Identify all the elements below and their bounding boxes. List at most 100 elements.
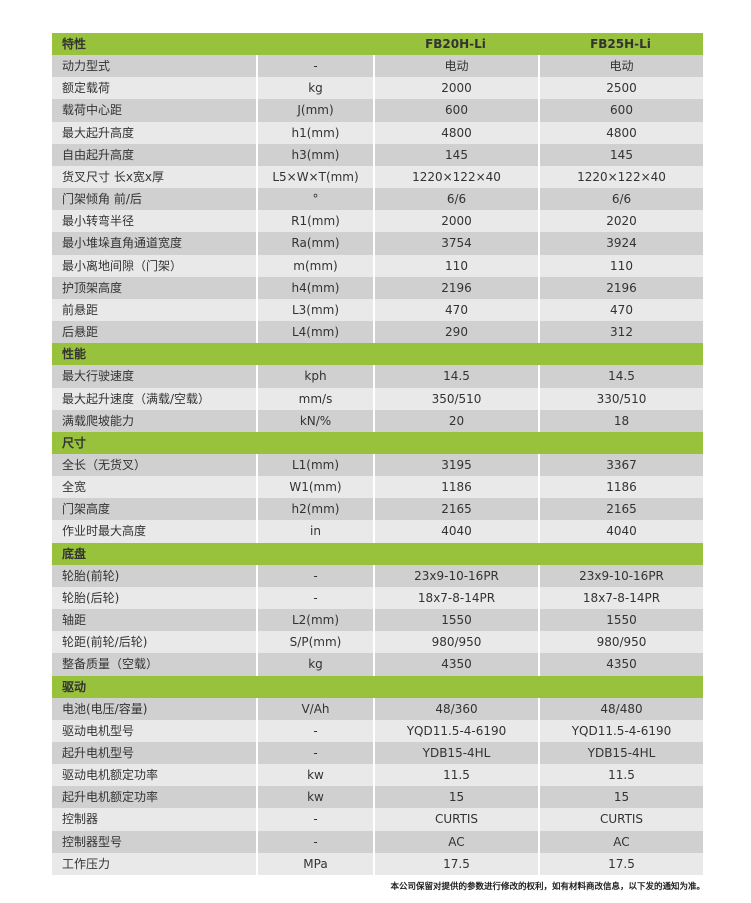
spec-name: 最小转弯半径 — [62, 214, 135, 229]
spec-value-fb20h: 48/360 — [373, 697, 538, 720]
spec-unit: in — [256, 520, 373, 543]
spec-table: 特性 FB20H-Li FB25H-Li 动力型式 - 电动 电动 额定载荷 kg 2000 250… — [52, 33, 703, 875]
spec-value-fb20h: 2000 — [373, 210, 538, 233]
spec-unit: ° — [256, 188, 373, 211]
spec-value-fb20h: 4350 — [373, 653, 538, 676]
table-row: 工作压力 MPa 17.5 17.5 — [52, 852, 703, 875]
section-spacer — [256, 343, 373, 365]
section-spacer — [256, 676, 373, 698]
section-title: 特性 — [62, 37, 87, 51]
spec-name: 后悬距 — [62, 325, 99, 340]
spec-value-fb25h: 2020 — [538, 210, 703, 233]
table-row: 全长（无货叉） L1(mm) 3195 3367 — [52, 453, 703, 477]
table-row: 电池(电压/容量) V/Ah 48/360 48/480 — [52, 697, 703, 720]
spec-name: 电池(电压/容量) — [62, 701, 148, 716]
spec-value-fb20h: 17.5 — [373, 852, 538, 875]
spec-value-fb25h: 1220×122×40 — [538, 165, 703, 189]
spec-value-fb25h: AC — [538, 830, 703, 853]
table-row: 护顶架高度 h4(mm) 2196 2196 — [52, 276, 703, 299]
table-row: 自由起升高度 h3(mm) 145 145 — [52, 143, 703, 166]
table-row: 驱动电机型号 - YQD11.5-4-6190 YQD11.5-4-6190 — [52, 719, 703, 742]
spec-value-fb20h: 4040 — [373, 520, 538, 543]
table-row: 最大起升速度（满载/空载） mm/s 350/510 330/510 — [52, 387, 703, 410]
spec-value-fb25h: 4800 — [538, 121, 703, 144]
spec-name: 控制器型号 — [62, 834, 123, 849]
table-row: 全宽 W1(mm) 1186 1186 — [52, 476, 703, 499]
table-row: 轮胎(前轮) -23x9-10-16PR 23x9-10-16PR — [52, 564, 703, 587]
table-row: 货叉尺寸 长x宽x厚 L5×W×T(mm) 1220×122×40 1220×122×… — [52, 165, 703, 189]
spec-unit: mm/s — [256, 387, 373, 410]
spec-unit: kg — [256, 653, 373, 676]
spec-value-fb20h: 1186 — [373, 476, 538, 499]
spec-name: 自由起升高度 — [62, 147, 135, 162]
section-spacer — [538, 432, 703, 454]
spec-name: 轮距(前轮/后轮) — [62, 635, 148, 650]
spec-value-fb25h: 18 — [538, 409, 703, 432]
spec-value-fb20h: 980/950 — [373, 631, 538, 654]
spec-value-fb25h: 15 — [538, 786, 703, 809]
spec-value-fb25h: 110 — [538, 254, 703, 277]
spec-value-fb20h: 1220×122×40 — [373, 165, 538, 189]
section-spacer — [538, 543, 703, 565]
table-row: 最大行驶速度 kph 14.5 14.5 — [52, 365, 703, 388]
spec-unit: h1(mm) — [256, 121, 373, 144]
spec-value-fb20h: 20 — [373, 409, 538, 432]
section-spacer — [256, 33, 373, 55]
table-row: 动力型式 - 电动 电动 — [52, 55, 703, 78]
spec-name: 起升电机额定功率 — [62, 790, 159, 805]
spec-value-fb20h: 110 — [373, 254, 538, 277]
table-row: 轴距 L2(mm) 1550 1550 — [52, 609, 703, 632]
spec-unit: - — [256, 55, 373, 78]
spec-value-fb25h: 3924 — [538, 232, 703, 255]
spec-value-fb25h: 1550 — [538, 609, 703, 632]
spec-unit: L4(mm) — [256, 321, 373, 344]
spec-name: 轴距 — [62, 613, 87, 628]
table-row: 最大起升高度 h1(mm) 4800 4800 — [52, 121, 703, 144]
spec-name: 全宽 — [62, 480, 87, 495]
spec-name: 驱动电机型号 — [62, 723, 135, 738]
spec-value-fb20h: 4800 — [373, 121, 538, 144]
spec-value-fb20h: 18x7-8-14PR — [373, 586, 538, 610]
spec-unit: kg — [256, 77, 373, 100]
table-row: 门架高度 h2(mm) 2165 2165 — [52, 498, 703, 521]
spec-unit: J(mm) — [256, 99, 373, 122]
spec-value-fb25h: 18x7-8-14PR — [538, 586, 703, 610]
spec-name: 门架高度 — [62, 502, 111, 517]
section-title: 尺寸 — [62, 435, 87, 450]
table-row: 整备质量（空载） kg 4350 4350 — [52, 653, 703, 676]
spec-value-fb25h: YDB15-4HL — [538, 742, 703, 765]
spec-name: 最大起升高度 — [62, 125, 135, 140]
section-header: 底盘 — [52, 542, 703, 565]
section-header: 尺寸 — [52, 431, 703, 454]
spec-name: 护顶架高度 — [62, 280, 123, 295]
spec-name: 最小堆垛直角通道宽度 — [62, 236, 183, 251]
spec-unit: R1(mm) — [256, 210, 373, 233]
spec-value-fb20h: 2000 — [373, 77, 538, 100]
spec-unit: - — [256, 564, 373, 587]
spec-unit: kph — [256, 365, 373, 388]
spec-value-fb25h: 电动 — [538, 55, 703, 78]
table-row: 控制器 - CURTIS CURTIS — [52, 808, 703, 831]
spec-unit: S/P(mm) — [256, 631, 373, 654]
section-spacer — [373, 543, 538, 565]
spec-value-fb20h: CURTIS — [373, 808, 538, 831]
spec-value-fb20h: 2165 — [373, 498, 538, 521]
table-row: 额定载荷 kg 2000 2500 — [52, 77, 703, 100]
table-row: 前悬距 L3(mm) 470 470 — [52, 298, 703, 322]
spec-name: 门架倾角 前/后 — [62, 192, 142, 207]
table-row: 起升电机型号 - YDB15-4HL YDB15-4HL — [52, 742, 703, 765]
model-header: FB25H-Li — [590, 37, 651, 51]
section-header: 性能 — [52, 343, 703, 366]
spec-value-fb25h: 14.5 — [538, 365, 703, 388]
spec-value-fb20h: 23x9-10-16PR — [373, 564, 538, 587]
section-spacer — [373, 676, 538, 698]
spec-value-fb20h: 290 — [373, 321, 538, 344]
table-row: 驱动电机额定功率 kw 11.5 11.5 — [52, 764, 703, 787]
spec-name: 最大行驶速度 — [62, 369, 135, 384]
table-row: 后悬距 L4(mm) 290 312 — [52, 321, 703, 344]
spec-value-fb25h: 2196 — [538, 276, 703, 299]
spec-value-fb25h: 4040 — [538, 520, 703, 543]
spec-unit: kw — [256, 764, 373, 787]
spec-unit: - — [256, 808, 373, 831]
spec-name: 载荷中心距 — [62, 103, 123, 118]
